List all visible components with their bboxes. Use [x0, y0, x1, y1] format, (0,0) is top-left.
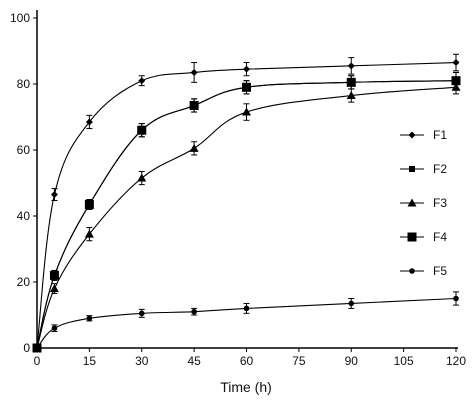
legend-marker — [407, 232, 417, 242]
data-point — [348, 300, 355, 307]
data-point — [243, 305, 250, 312]
y-tick-label: 40 — [17, 209, 31, 223]
data-point — [347, 62, 355, 70]
legend-label: F5 — [433, 264, 447, 278]
x-tick-label: 75 — [292, 354, 306, 368]
legend-label: F1 — [433, 128, 447, 142]
data-point — [138, 77, 146, 85]
data-point — [189, 100, 199, 110]
data-point — [86, 315, 93, 322]
data-point — [452, 59, 460, 67]
x-axis-label: Time (h) — [220, 379, 272, 395]
data-point — [189, 143, 199, 152]
legend-marker — [408, 131, 416, 139]
x-tick-label: 45 — [187, 354, 201, 368]
legend-item-f1: F1 — [400, 128, 447, 142]
data-point — [84, 199, 94, 209]
data-point — [190, 68, 198, 76]
data-point — [453, 295, 459, 302]
series-f5 — [34, 291, 459, 351]
x-tick-label: 90 — [345, 354, 359, 368]
legend-label: F4 — [433, 230, 447, 244]
y-tick-label: 80 — [17, 77, 31, 91]
data-point — [138, 310, 145, 317]
series-f1 — [33, 53, 460, 352]
x-tick-label: 120 — [446, 354, 466, 368]
data-point — [191, 308, 197, 315]
y-tick-label: 60 — [17, 143, 31, 157]
x-tick-label: 30 — [135, 354, 149, 368]
data-point — [451, 76, 461, 86]
data-point — [137, 125, 147, 135]
data-point — [85, 118, 93, 126]
legend-item-f3: F3 — [400, 196, 447, 210]
data-point — [49, 284, 59, 293]
legend-label: F3 — [433, 196, 447, 210]
y-tick-label: 100 — [10, 11, 30, 25]
data-point — [51, 325, 58, 332]
x-tick-label: 60 — [240, 354, 254, 368]
data-point — [346, 77, 356, 87]
data-point — [242, 82, 251, 92]
legend-item-f4: F4 — [400, 230, 447, 244]
legend-item-f5: F5 — [400, 264, 447, 278]
data-point — [137, 173, 147, 182]
x-tick-label: 105 — [394, 354, 414, 368]
data-point — [242, 107, 251, 116]
y-tick-label: 20 — [17, 275, 31, 289]
x-tick-label: 15 — [83, 354, 97, 368]
legend-item-f2: F2 — [400, 162, 447, 176]
data-point — [346, 91, 356, 100]
data-point — [84, 229, 94, 238]
data-point — [243, 65, 250, 73]
legend-marker — [409, 268, 415, 274]
legend-marker — [407, 198, 417, 207]
data-point — [50, 191, 58, 199]
data-point — [49, 270, 59, 280]
y-tick-label: 0 — [23, 341, 30, 355]
legend-label: F2 — [433, 162, 447, 176]
legend-marker — [409, 166, 415, 172]
x-tick-label: 0 — [34, 354, 41, 368]
